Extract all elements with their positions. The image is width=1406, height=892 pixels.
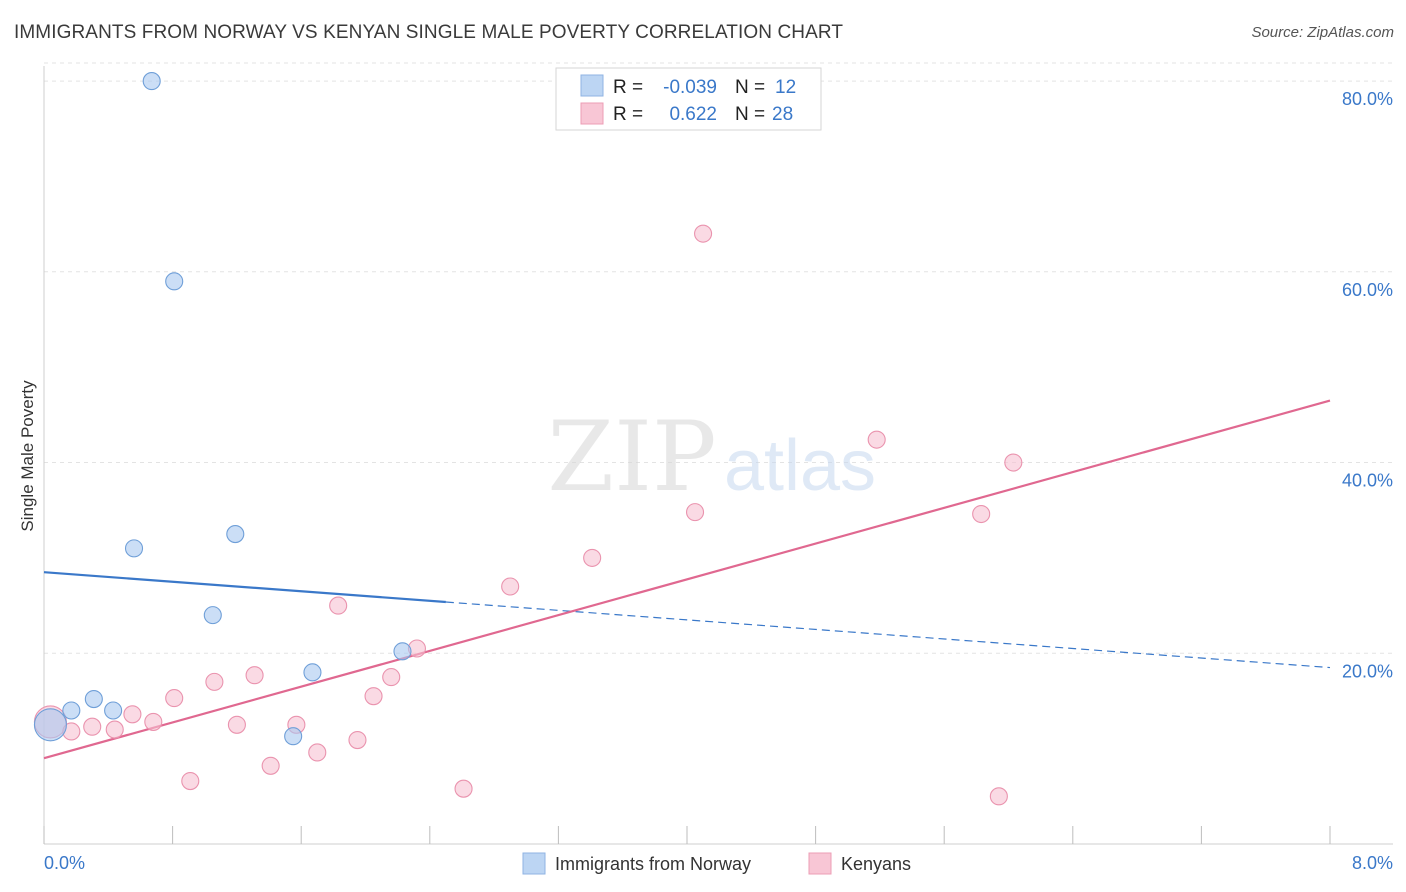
grid-lines [44, 62, 1393, 654]
data-point-kenyans-16 [364, 687, 383, 706]
trend-lines [43, 399, 1331, 760]
data-point-norway-3 [104, 701, 123, 720]
legend-label-norway: Immigrants from Norway [555, 854, 751, 874]
data-point-kenyans-13 [308, 743, 327, 762]
stats-r-value-norway: -0.039 [663, 77, 717, 98]
trend-line-norway-projection [445, 601, 1331, 669]
stats-n-value-kenyans: 28 [772, 104, 793, 125]
y-tick-label-80: 80.0% [1342, 89, 1393, 109]
data-point-norway-1 [62, 701, 81, 720]
stats-swatch-norway [580, 74, 604, 97]
data-point-kenyans-5 [144, 712, 163, 731]
stats-r-label-kenyans: R = [613, 104, 643, 125]
data-point-norway-10 [303, 663, 322, 682]
data-point-norway-0 [33, 708, 67, 742]
data-point-kenyans-20 [501, 577, 520, 596]
data-point-kenyans-3 [105, 720, 124, 739]
stats-legend: R = -0.039 N = 12 R = 0.622 N = 28 [555, 67, 822, 131]
stats-r-label-norway: R = [613, 77, 643, 98]
watermark-zip: ZIP [547, 401, 716, 513]
y-tick-label-20: 20.0% [1342, 661, 1393, 681]
data-point-norway-2 [84, 689, 103, 709]
data-point-kenyans-10 [245, 666, 264, 685]
legend-swatch-kenyans [808, 852, 832, 875]
bottom-legend: Immigrants from Norway Kenyans [522, 852, 911, 875]
data-point-norway-4 [124, 539, 144, 558]
y-tick-labels: 20.0% 40.0% 60.0% 80.0% [1342, 89, 1393, 681]
data-point-kenyans-23 [694, 224, 713, 243]
data-point-kenyans-6 [165, 689, 184, 708]
data-point-kenyans-21 [583, 548, 602, 567]
data-points [33, 72, 1023, 806]
legend-label-kenyans: Kenyans [841, 854, 911, 874]
stats-n-value-norway: 12 [775, 77, 796, 98]
data-point-norway-8 [226, 525, 245, 544]
data-point-kenyans-8 [205, 672, 224, 691]
stats-r-value-kenyans: 0.622 [669, 104, 717, 125]
data-point-kenyans-27 [1004, 453, 1023, 472]
data-point-kenyans-17 [382, 668, 401, 687]
watermark-atlas: atlas [724, 426, 876, 506]
watermark: ZIP atlas [547, 401, 876, 513]
stats-n-label-norway: N = [735, 77, 765, 98]
data-point-kenyans-7 [181, 772, 200, 791]
y-axis-label: Single Male Poverty [18, 380, 37, 532]
x-tick-label-0: 0.0% [44, 853, 85, 873]
y-tick-label-40: 40.0% [1342, 471, 1393, 491]
data-point-kenyans-14 [329, 596, 348, 615]
data-point-kenyans-26 [989, 787, 1008, 806]
axes [43, 66, 1393, 845]
trend-line-norway [43, 571, 446, 604]
data-point-norway-6 [165, 272, 184, 291]
data-point-kenyans-11 [261, 756, 280, 775]
data-point-kenyans-9 [227, 715, 246, 734]
x-tick-label-1: 8.0% [1352, 853, 1393, 873]
data-point-norway-7 [203, 606, 222, 625]
y-tick-label-60: 60.0% [1342, 280, 1393, 300]
data-point-kenyans-25 [972, 504, 991, 524]
stats-swatch-kenyans [580, 102, 604, 125]
data-point-norway-5 [142, 72, 161, 91]
data-point-norway-9 [284, 727, 303, 746]
trend-line-kenyans [43, 399, 1331, 760]
legend-swatch-norway [522, 852, 546, 875]
chart-source: Source: ZipAtlas.com [1251, 24, 1394, 41]
stats-n-label-kenyans: N = [735, 104, 765, 125]
data-point-kenyans-19 [454, 779, 473, 798]
data-point-norway-11 [393, 642, 412, 661]
chart-title: IMMIGRANTS FROM NORWAY VS KENYAN SINGLE … [14, 22, 844, 43]
data-point-kenyans-4 [123, 705, 142, 724]
data-point-kenyans-2 [83, 717, 102, 736]
data-point-kenyans-15 [348, 731, 367, 750]
data-point-kenyans-24 [867, 430, 886, 449]
data-point-kenyans-22 [685, 503, 705, 522]
